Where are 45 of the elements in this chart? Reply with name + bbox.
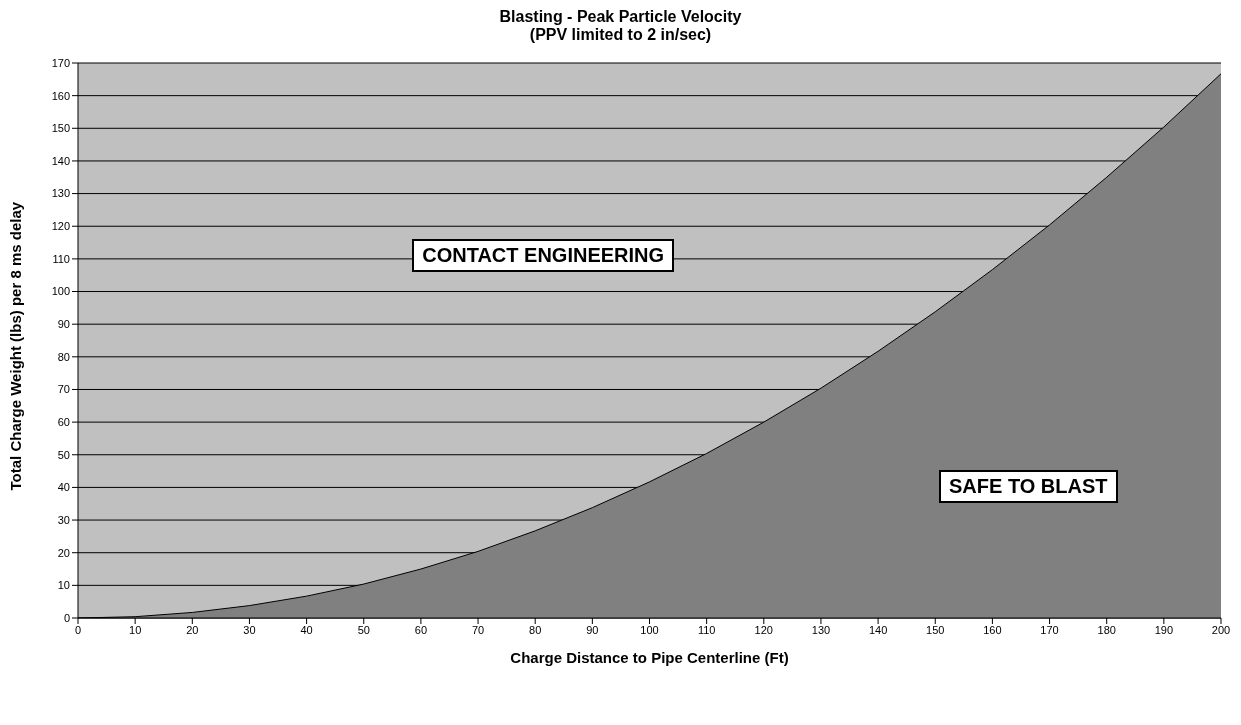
x-tick-label: 70 — [471, 623, 485, 636]
x-tick-label: 10 — [129, 623, 142, 636]
x-tick-label: 30 — [243, 623, 256, 636]
x-axis-title: Charge Distance to Pipe Centerline (Ft) — [510, 649, 789, 666]
x-tick-label: 0 — [74, 623, 82, 636]
y-tick-label: 10 — [57, 579, 70, 592]
y-axis-title: Total Charge Weight (lbs) per 8 ms delay — [7, 201, 25, 491]
y-tick-label: 70 — [57, 383, 70, 396]
annotation: SAFE TO BLAST — [939, 470, 1118, 503]
y-tick-label: 50 — [57, 448, 70, 461]
x-tick-label: 190 — [1154, 623, 1174, 636]
chart-subtitle: (PPV limited to 2 in/sec) — [528, 26, 713, 44]
x-tick-label: 90 — [586, 623, 599, 636]
x-tick-label: 200 — [1211, 623, 1231, 636]
y-tick-label: 170 — [51, 56, 70, 69]
x-tick-label: 170 — [1040, 623, 1059, 636]
x-tick-label: 110 — [697, 623, 716, 636]
y-tick-label: 60 — [57, 416, 70, 429]
x-tick-label: 40 — [300, 623, 313, 636]
x-tick-label: 150 — [926, 623, 945, 636]
x-tick-label: 80 — [529, 623, 542, 636]
x-tick-label: 180 — [1097, 623, 1116, 636]
x-tick-label: 140 — [868, 623, 888, 636]
y-tick-label: 150 — [51, 122, 70, 135]
x-tick-label: 120 — [754, 623, 773, 636]
x-tick-label: 50 — [357, 623, 370, 636]
x-tick-label: 60 — [414, 623, 428, 636]
y-tick-label: 40 — [57, 481, 70, 494]
annotation: CONTACT ENGINEERING — [412, 239, 675, 272]
y-tick-label: 0 — [63, 611, 70, 624]
chart-title: Blasting - Peak Particle Velocity — [498, 8, 743, 26]
y-tick-label: 90 — [57, 318, 70, 331]
x-tick-label: 130 — [811, 623, 831, 636]
y-tick-label: 130 — [51, 187, 70, 200]
y-tick-label: 30 — [57, 513, 70, 526]
x-tick-label: 20 — [186, 623, 199, 636]
y-tick-label: 140 — [51, 154, 70, 167]
x-tick-label: 100 — [640, 623, 659, 636]
y-tick-label: 100 — [51, 285, 70, 298]
y-tick-label: 20 — [57, 546, 70, 559]
y-tick-label: 80 — [57, 350, 70, 363]
y-tick-label: 120 — [51, 220, 70, 233]
y-tick-label: 110 — [52, 252, 70, 265]
x-tick-label: 160 — [983, 623, 1002, 636]
y-tick-label: 160 — [51, 89, 70, 102]
